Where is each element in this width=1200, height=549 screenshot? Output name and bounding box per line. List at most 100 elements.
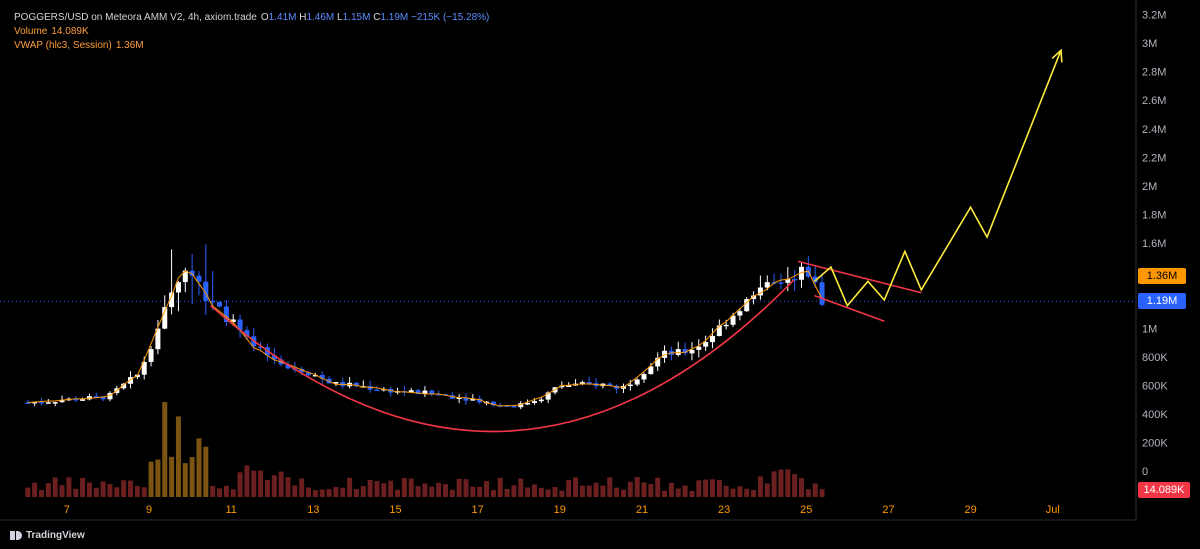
candle-body[interactable] <box>470 398 476 401</box>
candle-body[interactable] <box>648 366 654 375</box>
candle-body[interactable] <box>422 390 428 395</box>
candle-body[interactable] <box>121 383 127 389</box>
candle-body[interactable] <box>319 374 325 379</box>
candle-body[interactable] <box>333 382 339 384</box>
candle-body[interactable] <box>819 282 825 305</box>
candle-body[interactable] <box>641 374 647 380</box>
candle-body[interactable] <box>203 281 209 301</box>
candle-body[interactable] <box>196 275 202 282</box>
candle-body[interactable] <box>757 287 763 296</box>
candle-body[interactable] <box>155 328 161 350</box>
candle-body[interactable] <box>52 402 58 404</box>
candle-body[interactable] <box>312 374 318 377</box>
candle-body[interactable] <box>696 346 702 350</box>
candle-body[interactable] <box>456 397 462 399</box>
candle-body[interactable] <box>709 335 715 343</box>
vwap-legend[interactable]: VWAP (hlc3, Session) 1.36M <box>14 39 489 53</box>
candle-body[interactable] <box>80 399 86 401</box>
candle-body[interactable] <box>258 346 264 348</box>
candle-body[interactable] <box>175 282 181 293</box>
candle-body[interactable] <box>374 389 380 392</box>
candle-body[interactable] <box>607 383 613 386</box>
candle-body[interactable] <box>751 295 757 300</box>
candle-body[interactable] <box>415 390 421 395</box>
candle-body[interactable] <box>223 306 229 323</box>
candle-body[interactable] <box>798 266 804 280</box>
candle-body[interactable] <box>737 311 743 316</box>
candle-body[interactable] <box>545 392 551 400</box>
candle-body[interactable] <box>675 349 681 355</box>
candle-body[interactable] <box>162 307 168 329</box>
candle-body[interactable] <box>45 402 51 404</box>
flag-top-line[interactable] <box>797 260 922 294</box>
cup-curve-drawing[interactable] <box>210 279 795 433</box>
candle-body[interactable] <box>682 349 688 354</box>
candle-body[interactable] <box>107 392 113 400</box>
candle-body[interactable] <box>566 385 572 387</box>
candle-body[interactable] <box>579 382 585 384</box>
candle-body[interactable] <box>141 361 147 375</box>
candle-body[interactable] <box>32 401 38 404</box>
close-label: C <box>373 12 381 23</box>
candle-body[interactable] <box>655 357 661 367</box>
candle-body[interactable] <box>367 386 373 390</box>
candle-body[interactable] <box>689 349 695 354</box>
candle-body[interactable] <box>627 384 633 387</box>
tradingview-brand[interactable]: TradingView <box>10 530 85 541</box>
candle-body[interactable] <box>586 382 592 384</box>
candle-body[interactable] <box>785 278 791 283</box>
candle-body[interactable] <box>306 372 312 376</box>
candle-body[interactable] <box>217 302 223 307</box>
candle-body[interactable] <box>449 395 455 399</box>
candle-body[interactable] <box>25 402 31 404</box>
candle-body[interactable] <box>148 349 154 362</box>
candle-body[interactable] <box>429 390 435 394</box>
projection-path[interactable] <box>813 50 1062 308</box>
candle-body[interactable] <box>778 282 784 284</box>
candle-body[interactable] <box>39 401 45 404</box>
candle-body[interactable] <box>237 319 243 331</box>
candle-body[interactable] <box>59 400 65 403</box>
candle-body[interactable] <box>764 282 770 288</box>
candle-body[interactable] <box>408 390 414 393</box>
volume-legend[interactable]: Volume 14.089K <box>14 25 489 39</box>
candle-body[interactable] <box>559 385 565 388</box>
candle-body[interactable] <box>792 278 798 281</box>
candle-body[interactable] <box>210 300 216 303</box>
candle-body[interactable] <box>538 399 544 402</box>
candle-body[interactable] <box>634 379 640 385</box>
candle-body[interactable] <box>93 396 99 398</box>
candle-body[interactable] <box>511 406 517 408</box>
candle-body[interactable] <box>525 403 531 405</box>
volume-bar <box>778 469 784 497</box>
candle-body[interactable] <box>182 270 188 283</box>
candle-body[interactable] <box>812 276 818 283</box>
symbol-title[interactable]: POGGERS/USD on Meteora AMM V2, 4h, axiom… <box>14 12 257 23</box>
candle-body[interactable] <box>271 355 277 360</box>
candle-body[interactable] <box>730 315 736 325</box>
candle-body[interactable] <box>490 401 496 406</box>
candle-body[interactable] <box>531 401 537 404</box>
candle-body[interactable] <box>723 324 729 327</box>
candle-body[interactable] <box>299 369 305 373</box>
candle-body[interactable] <box>73 398 79 401</box>
candle-body[interactable] <box>518 403 524 408</box>
candle-body[interactable] <box>744 299 750 312</box>
candle-body[interactable] <box>436 393 442 396</box>
candle-body[interactable] <box>100 396 106 400</box>
candle-body[interactable] <box>504 405 510 407</box>
candle-body[interactable] <box>86 396 92 400</box>
candle-body[interactable] <box>189 270 195 276</box>
candle-body[interactable] <box>230 319 236 323</box>
candle-body[interactable] <box>703 342 709 347</box>
candle-body[interactable] <box>463 397 469 401</box>
flag-bottom-line[interactable] <box>814 294 885 323</box>
candle-body[interactable] <box>353 382 359 387</box>
candle-body[interactable] <box>169 292 175 308</box>
candle-body[interactable] <box>285 364 291 369</box>
volume-bar <box>668 482 674 497</box>
candle-body[interactable] <box>244 330 250 337</box>
candle-body[interactable] <box>716 325 722 336</box>
candle-body[interactable] <box>477 398 483 403</box>
